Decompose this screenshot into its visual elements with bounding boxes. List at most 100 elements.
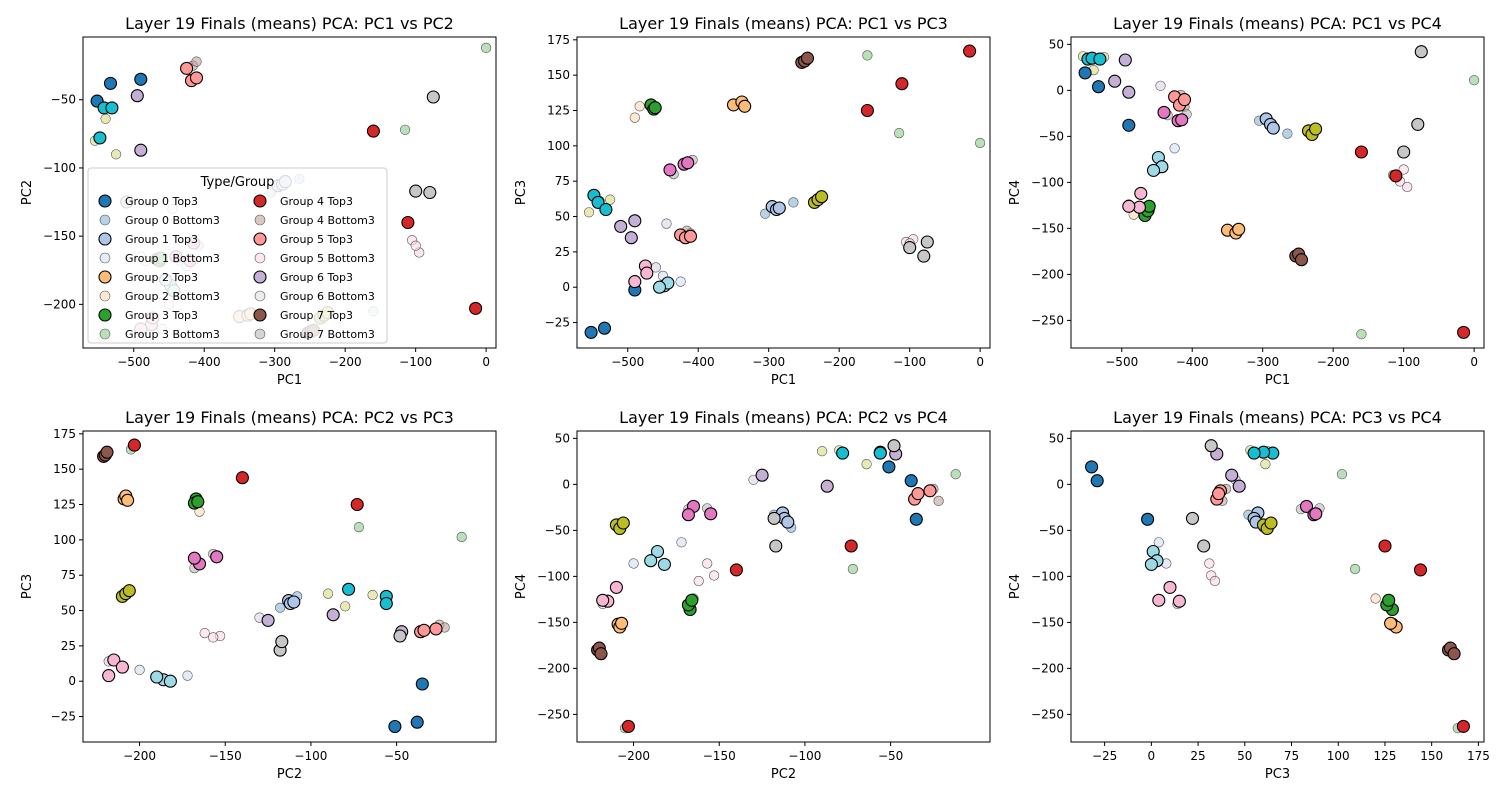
x-tick-label: −300 [1246, 355, 1279, 369]
point-g5-b-c [410, 240, 421, 251]
point-g8-b-b [100, 113, 111, 124]
point-g6-t-b [1232, 479, 1246, 493]
legend-entry-label: Group 0 Top3 [125, 195, 198, 208]
point-tk-b [609, 580, 623, 594]
point-g3-b-b [1468, 75, 1480, 86]
panel-5: −200 −150 −100 −50 −250 −200 −150 −100 −50 0 50 Lay… [514, 408, 991, 782]
point-tg-c [1197, 539, 1211, 553]
x-tick-label: −500 [611, 355, 644, 369]
point-g8-b-a [340, 601, 351, 612]
point-g5-b-c [1204, 558, 1215, 569]
panel-title: Layer 19 Finals (means) PCA: PC1 vs PC4 [1113, 14, 1442, 33]
panel-3-points [1077, 45, 1480, 340]
point-tg-a [920, 235, 934, 249]
y-tick-label: −250 [537, 707, 570, 721]
panel-2-frame [576, 36, 991, 349]
point-g3-b-a [1349, 563, 1361, 575]
point-g2-b-b [634, 101, 645, 112]
legend-marker [99, 328, 111, 340]
x-tick-label: −400 [188, 355, 221, 369]
point-tp-c [1175, 113, 1189, 127]
y-tick-label: −50 [1039, 523, 1064, 537]
x-tick-label: −150 [209, 749, 242, 763]
y-tick-label: −100 [1031, 175, 1064, 189]
y-tick-label: −250 [1031, 707, 1064, 721]
point-g4-t-c [1354, 145, 1368, 159]
y-tick-label: −25 [51, 710, 76, 724]
y-axis-label: PC2 [20, 180, 35, 205]
point-tp-c [210, 550, 224, 564]
y-tick-label: −150 [1031, 615, 1064, 629]
point-tc-c [1247, 446, 1261, 460]
point-tp-c [681, 156, 695, 170]
point-g2-b-a [629, 112, 640, 123]
legend-marker [99, 252, 111, 264]
y-tick-label: −50 [51, 93, 76, 107]
point-tlb-b [644, 554, 658, 568]
point-g6-t-b [1122, 85, 1136, 99]
point-g1-t-c [1266, 121, 1280, 135]
point-g0-b-b [1282, 128, 1293, 139]
y-tick-label: −200 [1031, 267, 1064, 281]
y-axis-label: PC4 [1008, 180, 1023, 205]
y-axis-label: PC3 [514, 180, 529, 205]
point-g6-t-b [326, 608, 340, 622]
point-g0-b-a [275, 602, 286, 613]
point-tlb-c [1146, 163, 1161, 177]
panel-4: −200 −150 −100 −50 −25 0 25 50 75 100 125 150 175 Lay… [20, 408, 497, 782]
legend-marker [253, 232, 267, 246]
point-g7-t-c [1294, 253, 1309, 267]
point-tk-b [1163, 580, 1177, 594]
point-tlb-b [150, 670, 164, 684]
y-tick-label: 50 [555, 431, 570, 445]
point-g0-t-b [882, 460, 896, 474]
point-g6-t-b [628, 214, 642, 228]
point-g2-t-c [1232, 222, 1246, 236]
point-tg-b [767, 511, 781, 525]
point-g5-t-a [180, 61, 194, 75]
x-axis-label: PC3 [1265, 767, 1290, 782]
point-g4-t-b [729, 563, 743, 577]
legend-entry-label: Group 1 Bottom3 [125, 252, 220, 265]
panel-5-frame [576, 430, 991, 743]
point-g6-t-b [134, 143, 148, 157]
panel-1: −500 −400 −300 −200 −100 0 −200 −150 −100 −50 Laye… [20, 14, 497, 388]
y-tick-label: 50 [555, 210, 570, 224]
point-tk-b [1134, 186, 1148, 200]
point-g3-b-a [400, 124, 411, 135]
panel-title: Layer 19 Finals (means) PCA: PC1 vs PC3 [619, 14, 948, 33]
y-tick-label: 25 [555, 245, 570, 259]
panel-6-frame [1070, 430, 1485, 743]
point-g1-b-b [182, 670, 193, 681]
legend-marker [98, 194, 112, 208]
point-g5-b-c [1398, 164, 1409, 175]
legend-entry-label: Group 0 Bottom3 [125, 214, 220, 227]
point-g6-t-a [624, 231, 638, 245]
x-axis-label: PC2 [771, 767, 796, 782]
point-g6-t-c [261, 613, 275, 627]
point-g3-b-b [1336, 469, 1348, 480]
point-g3-b-a [893, 128, 905, 139]
point-g2-t-c [1384, 616, 1398, 630]
point-g4-t-b [401, 215, 415, 230]
point-g0-t-b [1078, 66, 1092, 80]
y-tick-label: 0 [68, 674, 76, 688]
y-tick-label: −200 [537, 661, 570, 675]
point-g4-t-c [1378, 539, 1392, 553]
point-tc-c [1093, 52, 1107, 66]
legend-marker [98, 270, 112, 284]
legend-entry-label: Group 2 Top3 [125, 271, 198, 284]
y-tick-label: 150 [53, 462, 76, 476]
point-g1-t-c [781, 515, 795, 529]
point-g0-t-a [1122, 118, 1136, 132]
point-g0-t-a [415, 677, 429, 691]
point-g6-b-b [1155, 80, 1166, 91]
y-tick-label: −150 [537, 615, 570, 629]
point-g5-b-b [1209, 575, 1220, 587]
point-g0-t-b [1085, 460, 1099, 474]
point-tg-a [393, 629, 407, 643]
x-tick-label: −400 [1176, 355, 1209, 369]
point-g5-t-c [189, 71, 204, 85]
point-g3-b-a [353, 521, 365, 533]
x-tick-label: 0 [976, 355, 984, 369]
